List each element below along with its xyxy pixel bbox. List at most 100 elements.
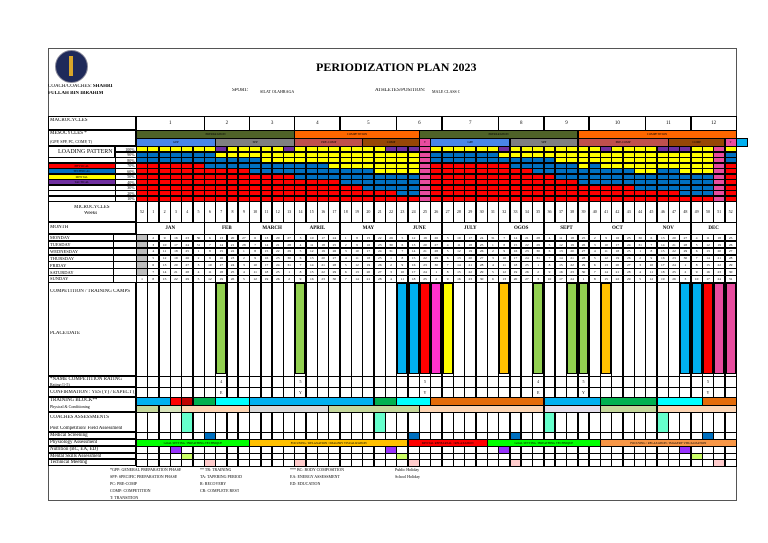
microcycle-week: 12 <box>271 201 284 223</box>
post-assessment-cell <box>679 412 692 433</box>
confirmation-cell <box>475 387 488 398</box>
confirmation-cell <box>271 387 284 398</box>
rating-cell <box>600 376 613 388</box>
microcycle-week: 23 <box>396 201 409 223</box>
post-assessment-cell <box>520 412 533 433</box>
microcycle-week: 52 <box>136 201 148 223</box>
confirmation-cell <box>226 387 239 398</box>
microcycle-week: 29 <box>464 201 477 223</box>
legend-item: PC: PRE-COMP <box>110 481 138 486</box>
technical-assessment-cell <box>181 459 194 467</box>
macrocycle-cell: 4 <box>294 116 341 131</box>
competition-column <box>622 282 635 377</box>
technical-assessment-cell <box>520 459 533 467</box>
competition-bar <box>703 283 713 374</box>
rating-label-cell: *NAME COMPETITION RATING Rating (1-5) <box>48 376 136 387</box>
confirmation-cell <box>611 387 624 398</box>
microcycle-week: 3 <box>169 201 182 223</box>
confirmation-cell <box>407 387 420 398</box>
microcycle-week: 17 <box>328 201 341 223</box>
post-assessment-cell <box>271 412 284 433</box>
technical-assessment-cell <box>339 459 352 467</box>
technical-assessment-cell <box>464 459 477 467</box>
confirmation-cell: Y <box>577 387 590 398</box>
month-label: MONTH <box>50 225 69 230</box>
technical-assessment-cell <box>419 459 431 467</box>
post-assessment-cell <box>181 412 194 433</box>
microcycle-week: 28 <box>452 201 465 223</box>
rating-cell <box>634 376 647 388</box>
percentage-label: 10% <box>115 195 137 202</box>
competition-bar <box>499 283 510 374</box>
confirmation-cell <box>622 387 635 398</box>
microcycle-week: 14 <box>294 201 307 223</box>
post-assessment-cell <box>656 412 669 433</box>
competition-column <box>181 282 194 377</box>
rating-cell <box>509 376 522 388</box>
technical-assessment-cell <box>351 459 363 467</box>
microcycle-week: 18 <box>339 201 352 223</box>
microcycle-week: 48 <box>679 201 692 223</box>
technical-assessment-cell <box>158 459 171 467</box>
post-assessment-cell <box>317 412 330 433</box>
microcycle-week: 52 <box>724 201 737 223</box>
rating-cell: 5 <box>419 376 431 388</box>
legend-item: CR: COMPLETE REST <box>200 488 240 493</box>
microcycle-week: 5 <box>192 201 205 223</box>
post-assessment-cell <box>237 412 250 433</box>
post-assessment-cell <box>260 412 273 433</box>
legend-item: *GPP: GENERAL PREPARATION PHASE <box>110 467 182 472</box>
legend-item: T: TRANSITION <box>110 495 139 500</box>
medical-label: Medical Screening <box>50 433 88 438</box>
month-header: FEB <box>203 222 250 235</box>
technical-assessment-cell <box>622 459 635 467</box>
technical-assessment-cell <box>441 459 454 467</box>
rating-cell <box>283 376 296 388</box>
technical-assessment-cell <box>271 459 284 467</box>
confirmation-cell <box>283 387 296 398</box>
competition-column <box>203 282 216 377</box>
competition-column <box>317 282 330 377</box>
microcycle-week: 40 <box>588 201 601 223</box>
rating-cell <box>656 376 669 388</box>
confirmation-cell <box>566 387 579 398</box>
coaches-assessments-label: COACHES ASSESSMENTS <box>50 415 110 420</box>
competition-bar <box>431 283 442 374</box>
post-assessment-cell <box>385 412 397 433</box>
sport-value: SILAT OLAHRAGA <box>260 89 295 94</box>
technical-assessment-cell <box>577 459 590 467</box>
month-header: APRIL <box>294 222 341 235</box>
competition-column <box>147 282 160 377</box>
rating-cell <box>498 376 511 388</box>
technical-assessment-cell <box>452 459 465 467</box>
technical-assessment-cell <box>385 459 397 467</box>
microcycle-week: 4 <box>181 201 194 223</box>
post-assessment-cell <box>441 412 454 433</box>
post-assessment-cell <box>588 412 601 433</box>
post-assessment-cell <box>169 412 182 433</box>
post-assessment-cell <box>600 412 613 433</box>
competition-bar <box>420 283 430 374</box>
physiology-label: Physiology Assessment <box>50 440 98 445</box>
microcycle-week: 31 <box>486 201 499 223</box>
rating-cell <box>679 376 692 388</box>
microcycle-week: 32 <box>498 201 511 223</box>
confirmation-cell <box>430 387 443 398</box>
nutrition-label: Nutrition (BC, EA, ED) <box>50 447 98 452</box>
confirmation-cell <box>520 387 533 398</box>
confirmation-cell <box>385 387 397 398</box>
month-header: JUNE <box>396 222 443 235</box>
rating-sub-label: Rating (1-5) <box>50 382 70 387</box>
confirmation-cell: Y <box>702 387 714 398</box>
mesocycles-label-cell: MESOCYCLES * (GPP, SPP, PC, COMP, T) <box>48 130 136 146</box>
confirmation-cell <box>362 387 375 398</box>
competition-column <box>339 282 352 377</box>
loading-legend-blank <box>48 195 116 202</box>
competition-column <box>362 282 375 377</box>
legend-item: Public Holiday <box>395 467 420 472</box>
confirmation-cell <box>600 387 613 398</box>
microcycle-week: 2 <box>158 201 171 223</box>
competition-column <box>351 282 363 377</box>
rating-cell <box>486 376 499 388</box>
rating-cell <box>622 376 635 388</box>
